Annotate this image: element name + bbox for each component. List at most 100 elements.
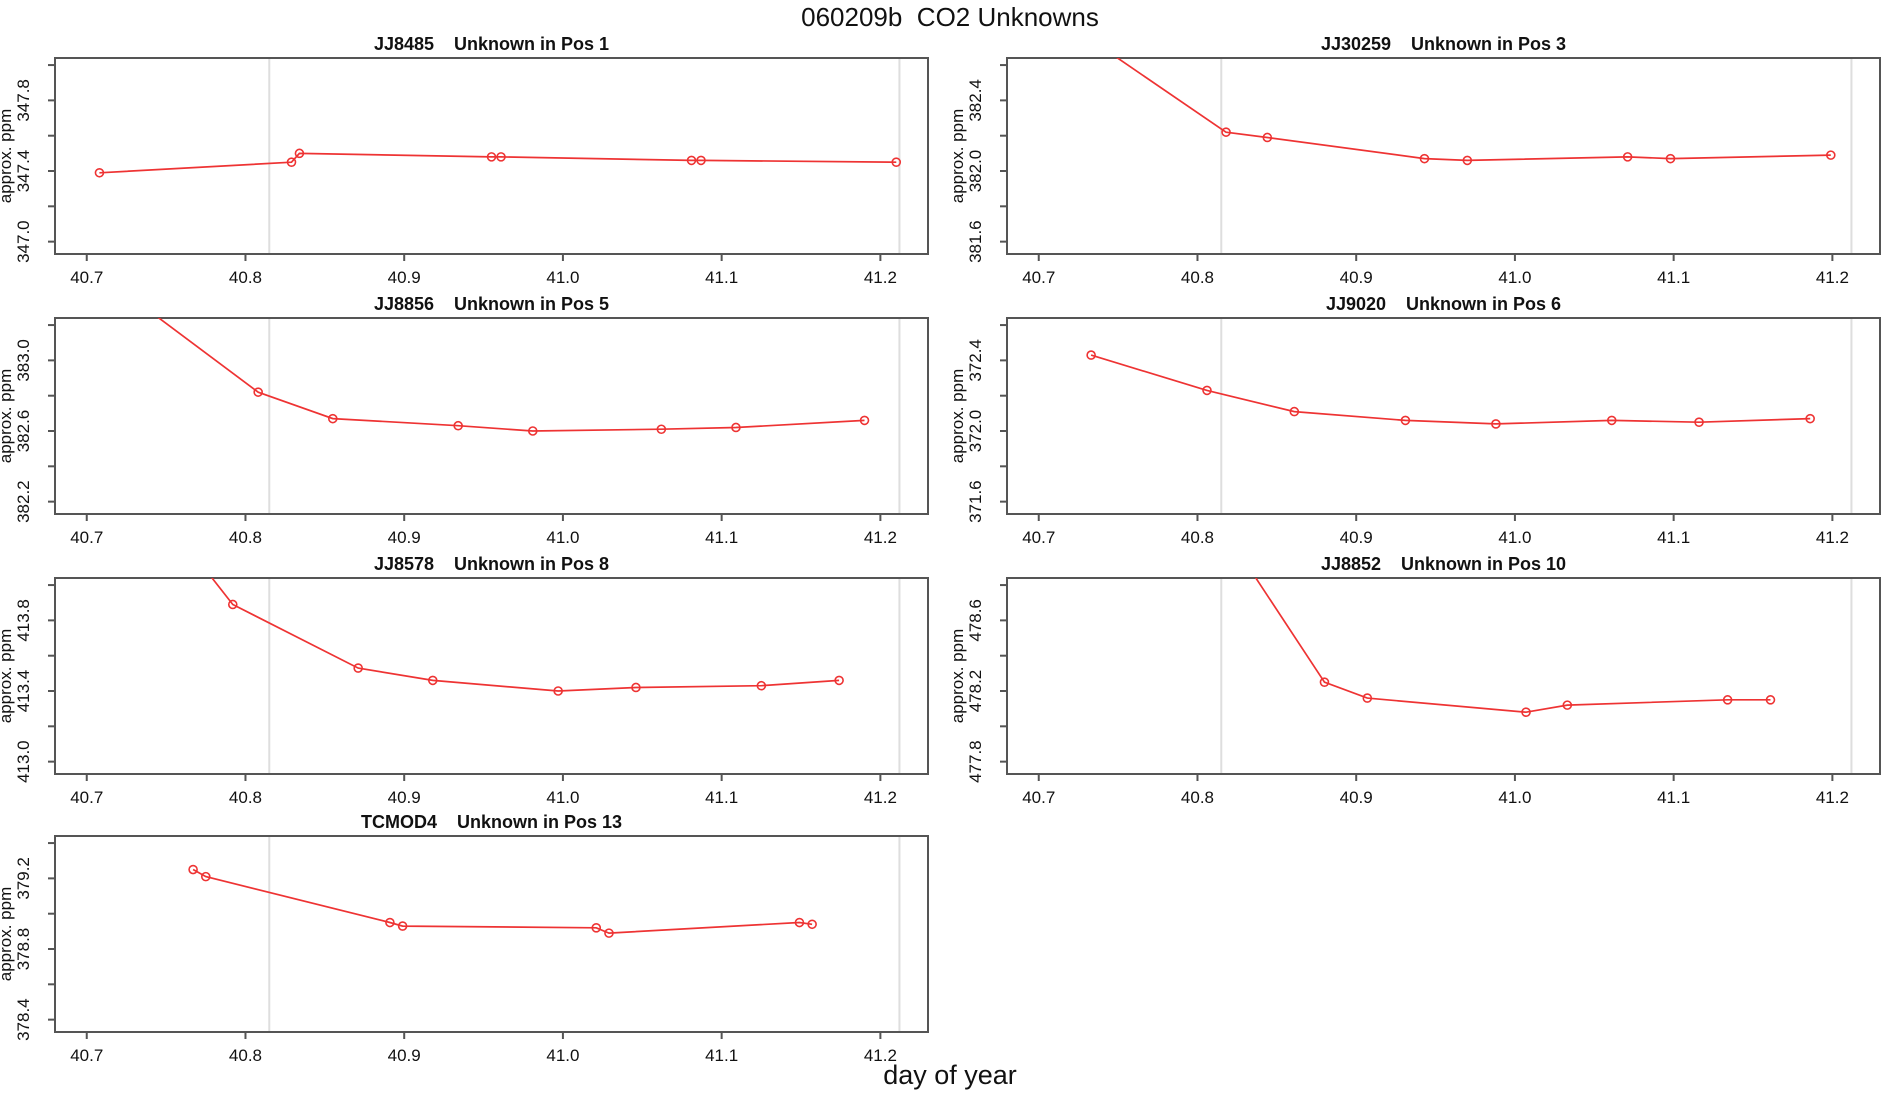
data-point-marker [1462, 155, 1473, 166]
x-tick-label: 40.8 [229, 1046, 262, 1065]
x-tick-label: 41.2 [864, 1046, 897, 1065]
y-axis-title: approx. ppm [950, 109, 967, 204]
x-tick-label: 41.2 [864, 788, 897, 807]
data-point-marker [1086, 350, 1096, 360]
x-tick-label: 41.0 [1498, 788, 1531, 807]
data-point-marker [834, 675, 844, 686]
y-tick-label: 347.8 [14, 79, 33, 122]
y-tick-label: 382.0 [966, 150, 985, 193]
data-point-marker [1606, 415, 1617, 426]
x-tick-label: 40.8 [229, 268, 262, 287]
data-point-marker [1665, 153, 1676, 164]
data-point-marker [859, 415, 870, 426]
y-tick-label: 378.4 [14, 998, 33, 1041]
panel-title: JJ8485 Unknown in Pos 1 [374, 34, 609, 54]
data-point-marker [807, 919, 817, 930]
data-point-marker [1825, 150, 1836, 160]
data-point-marker [353, 663, 363, 673]
plot-box [1006, 317, 1881, 515]
data-point-marker [527, 426, 538, 436]
x-tick-label: 41.1 [705, 528, 738, 547]
x-tick-label: 41.1 [1657, 528, 1690, 547]
series-line [157, 318, 865, 432]
data-point-marker [496, 152, 506, 162]
x-tick-label: 40.9 [388, 1046, 421, 1065]
data-point-marker [1262, 132, 1273, 143]
data-point-marker [200, 871, 211, 882]
y-tick-label: 347.0 [14, 220, 33, 263]
y-tick-label: 379.2 [14, 857, 33, 900]
data-point-marker [294, 148, 305, 159]
y-tick-label: 382.2 [14, 480, 33, 523]
y-axis-title: approx. ppm [950, 369, 967, 464]
data-point-marker [327, 413, 338, 424]
y-tick-label: 382.4 [966, 79, 985, 122]
data-point-marker [591, 923, 602, 933]
x-tick-label: 40.7 [70, 268, 103, 287]
x-tick-label: 41.1 [705, 1046, 738, 1065]
series-line [192, 868, 813, 934]
data-point-marker [427, 675, 438, 686]
y-tick-label: 371.6 [966, 480, 985, 523]
data-point-marker [1694, 417, 1704, 427]
x-tick-label: 40.7 [1022, 528, 1055, 547]
data-point-marker [1622, 152, 1633, 162]
x-tick-label: 41.2 [1816, 788, 1849, 807]
panel-JJ8856: JJ8856 Unknown in Pos 5 40.7 40.8 40.9 41.0 4… [0, 294, 929, 547]
series-line [1254, 578, 1771, 714]
y-tick-label: 372.0 [966, 410, 985, 453]
x-tick-label: 41.0 [546, 268, 579, 287]
panel-JJ8852: JJ8852 Unknown in Pos 10 40.7 40.8 40.9 41.0… [950, 554, 1881, 807]
data-point-marker [656, 424, 667, 435]
x-tick-label: 40.9 [1340, 528, 1373, 547]
data-point-marker [731, 422, 741, 433]
data-point-marker [686, 155, 697, 166]
x-tick-label: 41.0 [1498, 268, 1531, 287]
data-point-marker [604, 928, 614, 938]
x-tick-label: 40.9 [388, 528, 421, 547]
data-point-marker [1491, 419, 1501, 429]
x-tick-label: 41.0 [546, 528, 579, 547]
panel-title: JJ8852 Unknown in Pos 10 [1321, 554, 1566, 574]
data-point-marker [486, 152, 497, 162]
series-group [94, 148, 902, 178]
plot-box [54, 835, 929, 1033]
series-group [1254, 578, 1776, 717]
panel-title: JJ9020 Unknown in Pos 6 [1326, 294, 1561, 314]
x-tick-label: 41.1 [1657, 788, 1690, 807]
data-point-marker [553, 686, 563, 696]
y-tick-label: 347.4 [14, 150, 33, 193]
data-point-marker [1319, 677, 1330, 687]
data-point-marker [1562, 700, 1573, 710]
data-point-marker [1221, 127, 1231, 137]
data-point-marker [1765, 695, 1776, 705]
x-tick-label: 41.2 [1816, 268, 1849, 287]
x-tick-label: 41.2 [1816, 528, 1849, 547]
series-group [210, 578, 844, 696]
x-tick-label: 40.9 [1340, 788, 1373, 807]
x-tick-label: 40.9 [388, 788, 421, 807]
data-point-marker [1722, 695, 1733, 705]
x-tick-label: 40.7 [70, 528, 103, 547]
plot-box [54, 317, 929, 515]
data-point-marker [1289, 406, 1300, 417]
panel-TCMOD4: TCMOD4 Unknown in Pos 13 40.7 40.8 40.9 41.0… [0, 812, 929, 1065]
x-tick-label: 40.9 [1340, 268, 1373, 287]
x-tick-label: 40.7 [1022, 788, 1055, 807]
x-axis-title: day of year [883, 1060, 1017, 1090]
plot-box [54, 57, 929, 255]
data-point-marker [696, 155, 706, 166]
y-tick-label: 383.0 [14, 339, 33, 382]
series-group [1086, 350, 1815, 429]
y-axis-title: approx. ppm [0, 109, 15, 204]
series-line [210, 578, 840, 692]
plot-box [1006, 57, 1881, 255]
data-point-marker [631, 682, 641, 693]
y-axis-title: approx. ppm [0, 887, 15, 982]
series-group [1116, 58, 1836, 166]
plot-box [54, 577, 929, 775]
x-tick-label: 41.0 [546, 788, 579, 807]
data-point-marker [227, 599, 238, 610]
panel-JJ9020: JJ9020 Unknown in Pos 6 40.7 40.8 40.9 41.0 4… [950, 294, 1881, 547]
